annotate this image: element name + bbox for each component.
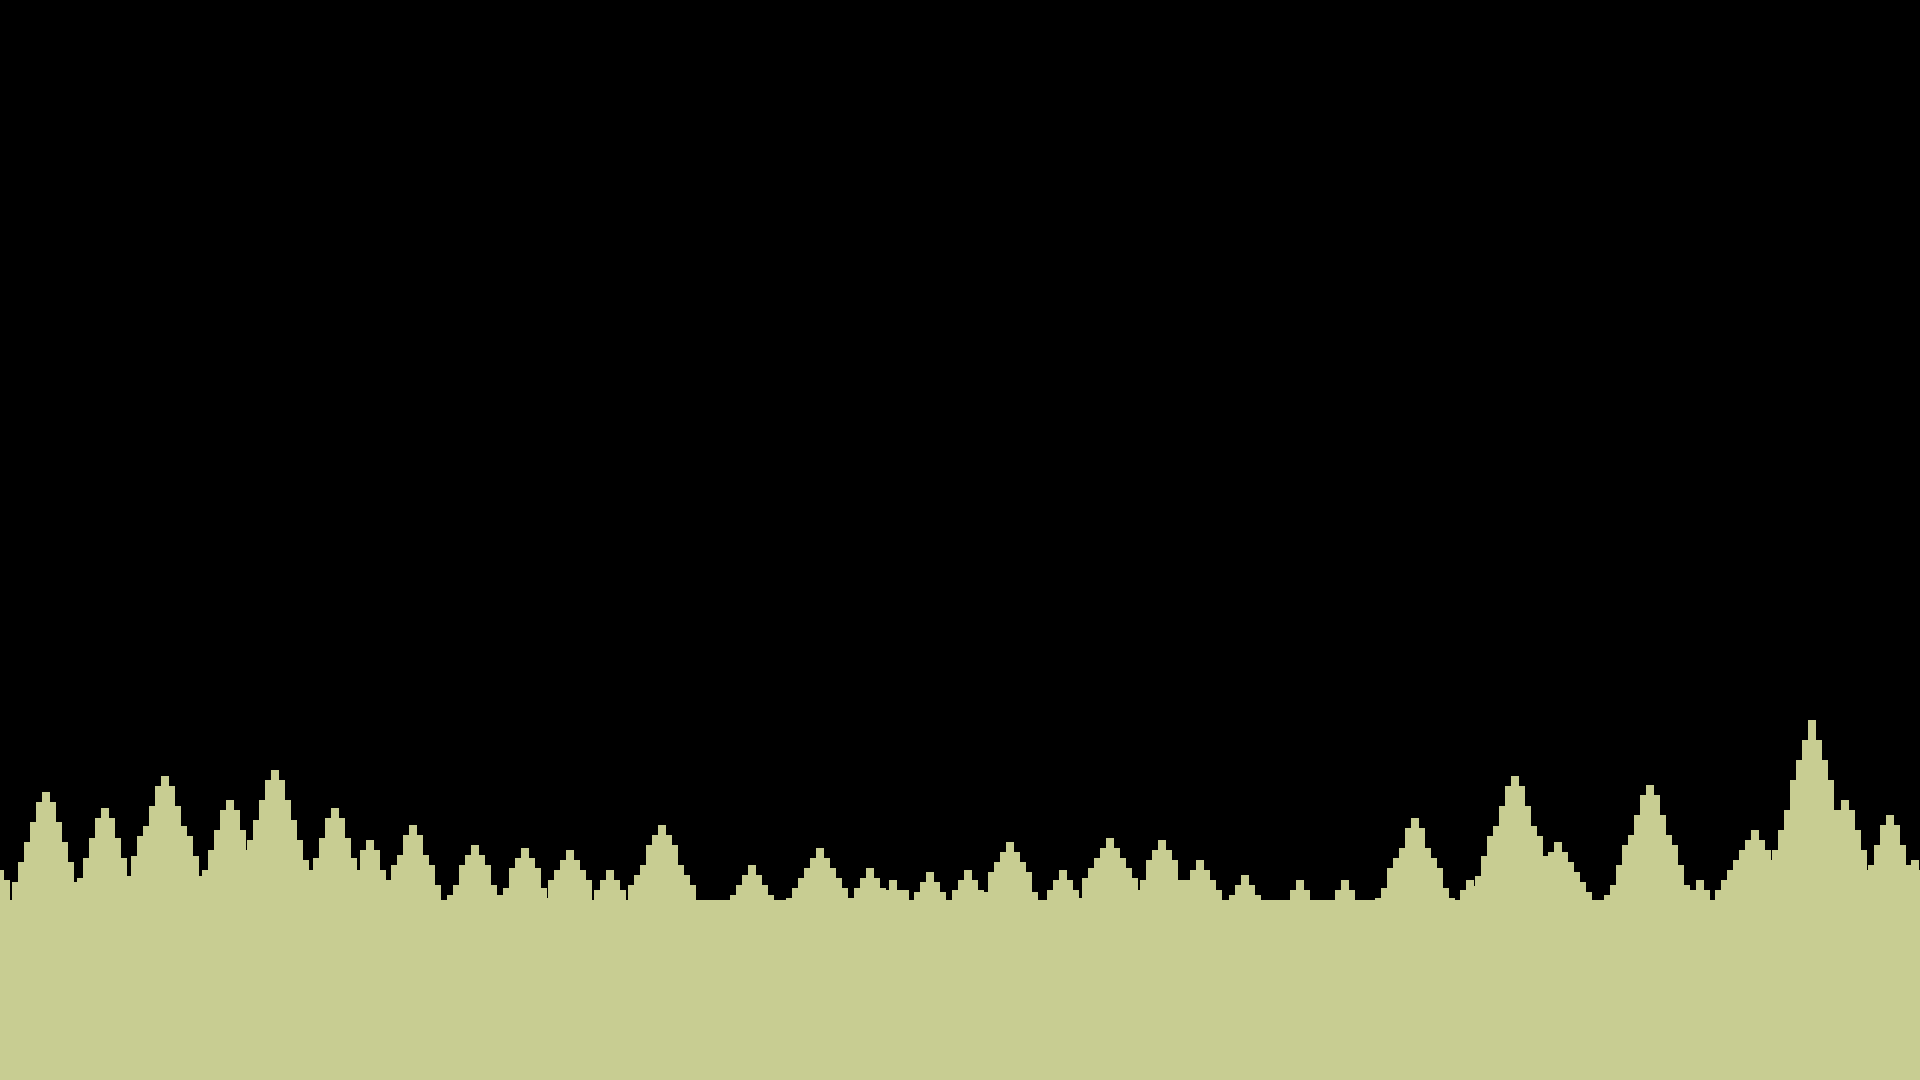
treeline-base: [0, 905, 1920, 1080]
tree-row: [0, 720, 1920, 1080]
